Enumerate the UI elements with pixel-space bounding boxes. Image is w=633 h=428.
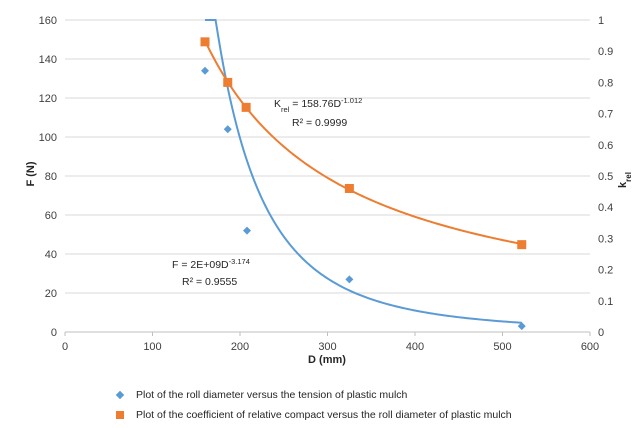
- data-point-square: [517, 240, 527, 250]
- x-tick-label: 400: [406, 341, 424, 353]
- trendline-series-2: [204, 40, 522, 245]
- data-point-square: [200, 37, 210, 47]
- y-tick-label: 0: [51, 327, 57, 339]
- orange-eq-main: K: [274, 98, 281, 110]
- y2-axis-title: krel: [617, 172, 633, 188]
- data-points: [200, 37, 527, 331]
- y2-tick-label: 0.2: [598, 265, 613, 277]
- legend-label-blue: Plot of the roll diameter versus the ten…: [136, 389, 408, 401]
- data-point-diamond: [517, 322, 526, 331]
- y-tick-label: 80: [45, 171, 57, 183]
- y2-tick-label: 0: [598, 327, 604, 339]
- x-axis-title: D (mm): [308, 354, 346, 366]
- orange-equation: Krel = 158.76D-1.012: [274, 96, 362, 114]
- y2-tick-label: 0.4: [598, 202, 613, 214]
- y2-tick-label: 0.9: [598, 46, 613, 58]
- y-tick-label: 60: [45, 210, 57, 222]
- x-tick-label: 0: [62, 341, 68, 353]
- data-point-diamond: [223, 125, 232, 134]
- y2-tick-label: 0.8: [598, 77, 613, 89]
- axes: 02040608010012014016000.10.20.30.40.50.6…: [39, 15, 614, 353]
- y2-tick-label: 0.5: [598, 171, 613, 183]
- legend-item-orange: Plot of the coefficient of relative comp…: [112, 405, 512, 425]
- orange-eq-exp: -1.012: [341, 96, 362, 105]
- y-tick-label: 160: [39, 15, 57, 27]
- blue-eq-main: F = 2E+09D: [172, 259, 229, 271]
- data-point-square: [223, 77, 233, 87]
- legend: Plot of the roll diameter versus the ten…: [112, 385, 512, 425]
- trendline-series-1: [205, 19, 522, 324]
- y2-tick-label: 0.7: [598, 109, 613, 121]
- data-point-square: [344, 183, 354, 193]
- x-tick-label: 300: [318, 341, 336, 353]
- orange-square-marker: [112, 411, 128, 419]
- blue-diamond-marker: [112, 390, 128, 400]
- y-tick-label: 120: [39, 93, 57, 105]
- x-tick-label: 500: [493, 341, 511, 353]
- y-axis-title: F (N): [25, 161, 37, 186]
- orange-eq-sub: rel: [281, 105, 290, 114]
- legend-label-orange: Plot of the coefficient of relative comp…: [136, 409, 512, 421]
- data-point-square: [241, 102, 251, 112]
- blue-equation: F = 2E+09D-3.174: [172, 257, 250, 272]
- x-tick-label: 600: [581, 341, 599, 353]
- y-tick-label: 140: [39, 54, 57, 66]
- y2-axis-title-main: k: [617, 181, 629, 188]
- x-tick-label: 200: [231, 341, 249, 353]
- orange-r2: R² = 0.9999: [292, 117, 347, 129]
- blue-eq-exp: -3.174: [229, 257, 250, 266]
- data-point-diamond: [201, 66, 209, 75]
- y-tick-label: 100: [39, 132, 57, 144]
- orange-eq-rest: = 158.76D: [289, 98, 341, 110]
- y-tick-label: 20: [45, 288, 57, 300]
- legend-item-blue: Plot of the roll diameter versus the ten…: [112, 385, 512, 405]
- data-point-diamond: [243, 226, 251, 235]
- trendlines: [204, 19, 522, 324]
- gridlines: [65, 19, 590, 333]
- y2-tick-label: 0.1: [598, 296, 613, 308]
- y-tick-label: 40: [45, 249, 57, 261]
- y2-tick-label: 0.6: [598, 140, 613, 152]
- data-point-diamond: [345, 275, 354, 284]
- y2-tick-label: 0.3: [598, 233, 613, 245]
- blue-r2: R² = 0.9555: [182, 276, 237, 288]
- x-tick-label: 100: [143, 341, 161, 353]
- y2-axis-title-sub: rel: [624, 172, 633, 182]
- y2-tick-label: 1: [598, 15, 604, 27]
